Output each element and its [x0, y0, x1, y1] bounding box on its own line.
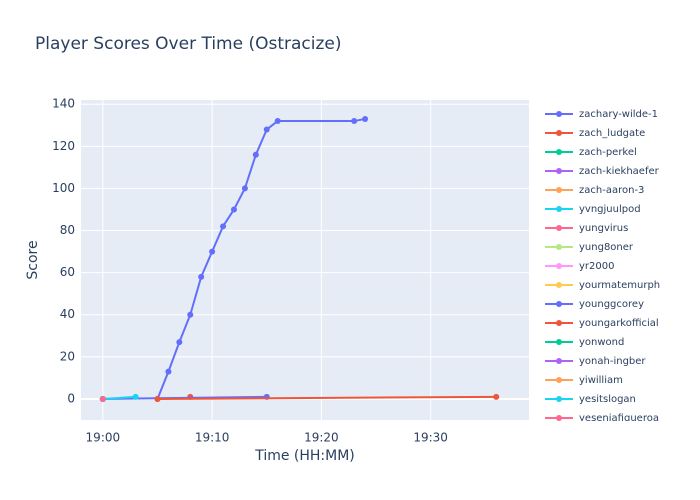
legend-label[interactable]: yr2000: [579, 261, 614, 272]
legend-label[interactable]: zach_ludgate: [579, 128, 645, 139]
data-point: [154, 395, 161, 402]
legend-marker: [556, 168, 562, 174]
legend-marker: [556, 149, 562, 155]
legend-marker: [556, 130, 562, 136]
legend: zachary-wilde-1 zach_ludgate zach-perkel za…: [545, 109, 660, 424]
legend-marker: [556, 301, 562, 307]
y-tick-label: 20: [60, 349, 75, 363]
legend-label[interactable]: youngarkofficial: [579, 318, 659, 329]
legend-marker: [556, 282, 562, 288]
legend-marker: [556, 244, 562, 250]
legend-marker: [556, 396, 562, 402]
data-point: [263, 126, 270, 133]
legend-label[interactable]: zachary-wilde-1: [579, 109, 658, 120]
data-point: [198, 273, 205, 280]
x-tick-label: 19:10: [195, 431, 230, 445]
plot-area: [81, 100, 529, 420]
legend-label[interactable]: younggcorey: [579, 299, 644, 310]
data-point: [220, 223, 227, 230]
legend-marker: [556, 377, 562, 383]
series-line: [157, 395, 497, 400]
x-tick-label: 19:20: [304, 431, 339, 445]
data-point: [176, 339, 183, 346]
legend-label[interactable]: yesitslogan: [579, 394, 636, 405]
data-point: [230, 206, 237, 213]
data-point: [187, 311, 194, 318]
y-tick-label: 60: [60, 265, 75, 279]
x-tick-label: 19:30: [413, 431, 448, 445]
y-tick-label: 40: [60, 307, 75, 321]
legend-label[interactable]: yiwilliam: [579, 375, 623, 386]
legend-label[interactable]: yung8oner: [579, 242, 634, 253]
data-point: [252, 151, 259, 158]
legend-marker: [556, 320, 562, 326]
grid: [81, 100, 529, 420]
data-point: [99, 395, 106, 402]
legend-marker: [556, 339, 562, 345]
legend-label[interactable]: yeseniafigueroa: [579, 413, 659, 424]
x-tick-label: 19:00: [86, 431, 121, 445]
x-axis-title: Time (HH:MM): [254, 448, 355, 464]
y-tick-label: 100: [52, 181, 75, 195]
data-point: [274, 118, 281, 125]
data-point: [362, 115, 369, 122]
data-point: [351, 118, 358, 125]
plot: [99, 115, 500, 402]
legend-marker: [556, 415, 562, 421]
data-point: [132, 393, 139, 400]
y-tick-label: 120: [52, 139, 75, 153]
legend-label[interactable]: yungvirus: [579, 223, 628, 234]
legend-marker: [556, 358, 562, 364]
y-tick-label: 80: [60, 223, 75, 237]
legend-label[interactable]: yourmatemurph: [579, 280, 660, 291]
data-point: [241, 185, 248, 192]
data-point: [165, 368, 172, 375]
y-tick-label: 0: [67, 391, 75, 405]
legend-marker: [556, 187, 562, 193]
legend-marker: [556, 263, 562, 269]
data-point: [209, 248, 216, 255]
legend-label[interactable]: zach-perkel: [579, 147, 637, 158]
legend-label[interactable]: yonah-ingber: [579, 356, 646, 367]
chart-title: Player Scores Over Time (Ostracize): [35, 34, 342, 54]
legend-label[interactable]: yvngjuulpod: [579, 204, 641, 215]
y-tick-label: 140: [52, 97, 75, 111]
legend-marker: [556, 225, 562, 231]
legend-label[interactable]: yonwond: [579, 337, 624, 348]
legend-marker: [556, 206, 562, 212]
series-line: [102, 395, 136, 400]
y-axis-title: Score: [25, 240, 41, 279]
data-point: [493, 393, 500, 400]
legend-marker: [556, 111, 562, 117]
legend-label[interactable]: zach-aaron-3: [579, 185, 644, 196]
legend-label[interactable]: zach-kiekhaefer: [579, 166, 660, 177]
